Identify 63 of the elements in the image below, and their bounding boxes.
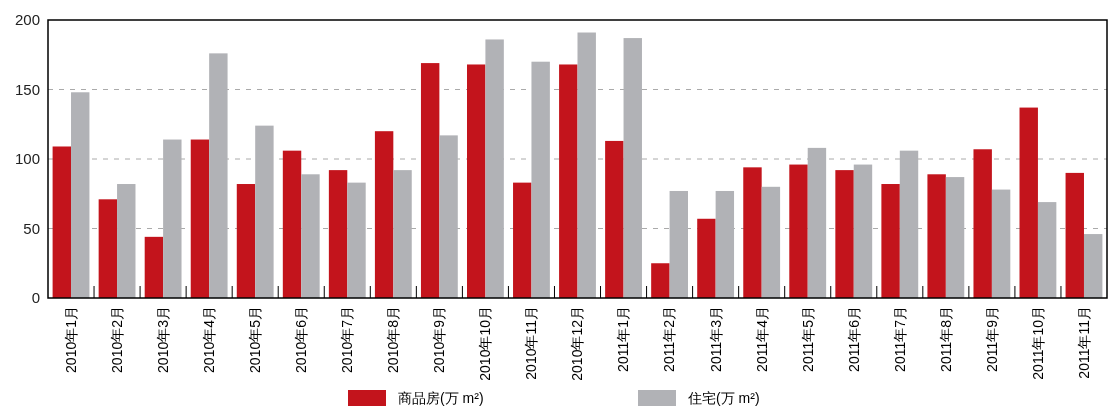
bar [374, 131, 394, 298]
x-tick-label: 2011年3月 [707, 306, 724, 372]
x-tick-label: 2010年12月 [569, 306, 586, 381]
legend-label: 住宅(万 m²) [687, 390, 760, 406]
bar [485, 39, 504, 298]
bar [651, 263, 670, 298]
y-tick-label: 150 [14, 80, 40, 98]
bar [513, 182, 532, 298]
x-tick-label: 2011年7月 [891, 306, 908, 372]
x-tick-label: 2010年9月 [431, 306, 448, 373]
bar [190, 139, 210, 298]
x-tick-label: 2011年8月 [937, 306, 954, 372]
bar [559, 64, 578, 298]
bar [98, 199, 118, 298]
bar [144, 236, 164, 298]
bar [255, 125, 274, 298]
x-tick-label: 2011年6月 [845, 306, 862, 372]
x-tick-label: 2010年6月 [293, 306, 310, 373]
bar [927, 174, 946, 298]
bar [1019, 107, 1038, 298]
x-tick-label: 2010年8月 [385, 306, 402, 373]
bar [697, 218, 716, 298]
y-tick-label: 200 [14, 11, 40, 29]
y-tick-label: 0 [31, 289, 40, 307]
bar [71, 92, 90, 298]
bar [301, 174, 320, 298]
x-tick-label: 2010年7月 [339, 306, 356, 373]
bar [282, 150, 302, 298]
bar [881, 184, 900, 298]
bar [577, 32, 596, 298]
bar [328, 170, 348, 298]
x-tick-label: 2011年4月 [753, 306, 770, 372]
bar [789, 164, 808, 298]
y-tick-label: 50 [23, 219, 40, 237]
x-tick-label: 2010年2月 [108, 306, 125, 373]
x-tick-label: 2010年3月 [155, 306, 172, 373]
bar [973, 149, 992, 298]
x-tick-label: 2011年10月 [1029, 306, 1046, 380]
x-tick-label: 2010年1月 [62, 306, 79, 373]
bar [605, 140, 624, 298]
bar [52, 146, 72, 298]
x-tick-label: 2010年11月 [523, 306, 540, 380]
x-tick-label: 2011年1月 [615, 306, 632, 372]
bar [1037, 202, 1057, 298]
bar [991, 189, 1011, 298]
bar [420, 63, 440, 298]
x-tick-label: 2011年5月 [799, 306, 816, 372]
x-tick-label: 2010年5月 [247, 306, 264, 373]
y-tick-label: 100 [14, 150, 40, 168]
x-tick-label: 2011年11月 [1075, 306, 1092, 379]
bar [1065, 172, 1084, 298]
bar [835, 170, 854, 298]
bar [531, 61, 550, 298]
x-tick-label: 2011年9月 [983, 306, 1000, 372]
x-tick-label: 2011年2月 [661, 306, 678, 372]
legend-label: 商品房(万 m²) [398, 390, 484, 406]
bar [1083, 234, 1103, 298]
bar [236, 184, 256, 298]
x-tick-label: 2010年4月 [201, 306, 218, 373]
bar [743, 167, 762, 298]
bar [467, 64, 486, 298]
x-tick-label: 2010年10月 [477, 306, 494, 381]
bar [761, 186, 781, 298]
